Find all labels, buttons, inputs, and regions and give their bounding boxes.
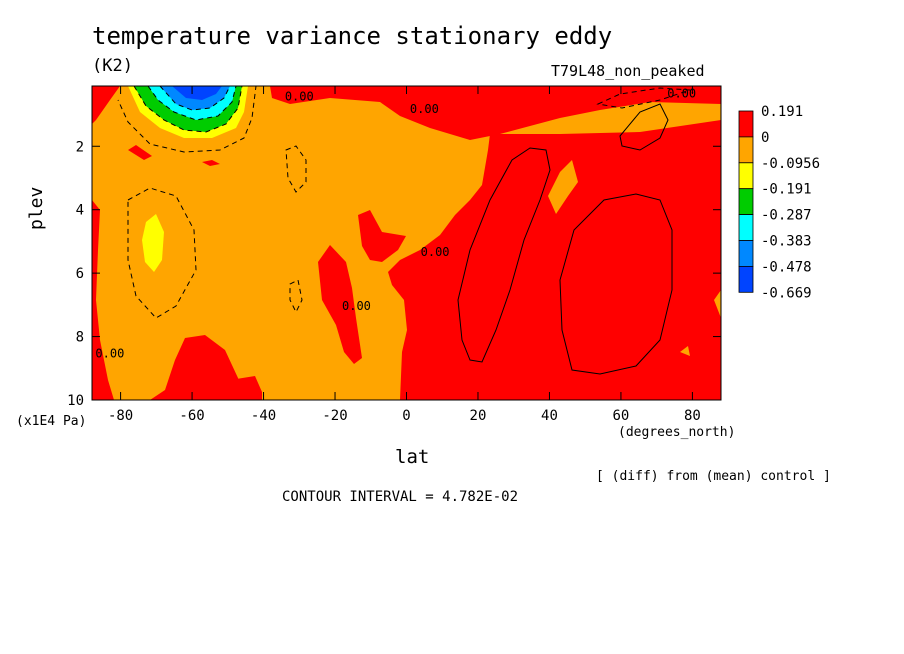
colorbar-swatch xyxy=(738,162,754,190)
x-axis-ticks: -80 -60 -40 -20 0 20 40 60 80 xyxy=(108,86,701,424)
contour-label: 0.00 xyxy=(421,245,450,259)
orange-patch-east xyxy=(548,160,578,214)
colorbar-swatch xyxy=(738,240,754,267)
colorbar: 0.191 0 -0.0956 -0.191 -0.287 -0.383 -0.478 -0.… xyxy=(738,104,820,301)
colorbar-level-label: -0.478 xyxy=(761,259,812,275)
red-region-main xyxy=(388,120,721,400)
red-region-mid-left xyxy=(200,376,262,400)
y-tick-label: 4 xyxy=(76,203,84,219)
colorbar-swatch xyxy=(738,188,754,215)
x-tick-label: 0 xyxy=(402,408,410,424)
x-tick-label: -40 xyxy=(251,408,276,424)
x-tick-label: 20 xyxy=(470,408,487,424)
red-blob-small-2 xyxy=(202,160,220,166)
chart-title: temperature variance stationary eddy xyxy=(92,22,613,50)
x-tick-label: -20 xyxy=(322,408,347,424)
y-tick-label: 10 xyxy=(67,393,84,409)
dashed-contour-35s xyxy=(289,279,303,314)
red-region-left xyxy=(92,200,114,400)
x-tick-label: -80 xyxy=(108,408,133,424)
contour-interval: CONTOUR INTERVAL = 4.782E-02 xyxy=(282,489,519,505)
y-tick-label: 2 xyxy=(76,139,84,155)
red-region-bottom-left xyxy=(150,335,246,400)
orange-patch-80n xyxy=(680,346,690,356)
y-tick-label: 8 xyxy=(76,330,84,346)
y-axis-units: (x1E4 Pa) xyxy=(16,414,87,429)
contour-label: 0.00 xyxy=(285,90,314,104)
colorbar-swatch xyxy=(738,214,754,241)
contour-line-east-3 xyxy=(619,103,669,151)
dashed-contour-ring xyxy=(117,86,257,153)
contour-label: 0.00 xyxy=(410,102,439,116)
yellow-region xyxy=(142,214,164,272)
colorbar-level-label: 0.191 xyxy=(761,104,803,120)
blue-core-top xyxy=(172,86,222,100)
orange-patch-right-edge xyxy=(714,290,721,318)
contour-label: 0.00 xyxy=(667,86,696,100)
contour-field: 0.00 0.00 0.00 0.00 0.00 0.00 xyxy=(92,86,721,400)
colorbar-level-label: 0 xyxy=(761,130,769,146)
colorbar-swatch xyxy=(738,265,754,293)
dashed-contour-west xyxy=(127,187,197,319)
x-tick-label: 40 xyxy=(541,408,558,424)
contour-labels: 0.00 0.00 0.00 0.00 0.00 0.00 xyxy=(95,86,696,360)
x-axis-units: (degrees_north) xyxy=(618,425,736,440)
run-label: T79L48_non_peaked xyxy=(551,62,705,80)
dashed-contour-30s xyxy=(285,145,307,193)
dashed-inner-2 xyxy=(147,86,237,121)
colorbar-level-label: -0.0956 xyxy=(761,156,820,172)
contour-line-east-2 xyxy=(559,193,673,375)
contour-label: 0.00 xyxy=(342,299,371,313)
dashed-inner-3 xyxy=(159,86,231,111)
colorbar-level-label: -0.383 xyxy=(761,234,812,250)
contour-line-east-1 xyxy=(457,147,551,363)
x-axis-label: lat xyxy=(395,446,430,468)
colorbar-swatch xyxy=(738,110,754,138)
y-axis-ticks: 2 4 6 8 10 xyxy=(67,139,721,409)
colorbar-level-label: -0.669 xyxy=(761,285,812,301)
colorbar-level-label: -0.191 xyxy=(761,182,812,198)
dashed-contour-top-ne xyxy=(596,87,691,109)
red-blob-small-1 xyxy=(128,145,152,160)
x-tick-label: 80 xyxy=(684,408,701,424)
y-tick-label: 6 xyxy=(76,266,84,282)
x-tick-label: 60 xyxy=(613,408,630,424)
red-region-lat-20 xyxy=(318,245,362,364)
chart-units: (K2) xyxy=(92,56,133,76)
red-region-top-left xyxy=(92,86,120,124)
x-tick-label: -60 xyxy=(179,408,204,424)
colorbar-level-label: -0.287 xyxy=(761,208,812,224)
contour-label: 0.00 xyxy=(95,346,124,360)
colorbar-swatch xyxy=(738,136,754,164)
dashed-inner-1 xyxy=(133,86,243,133)
diff-note: [ (diff) from (mean) control ] xyxy=(596,469,831,484)
red-region-lat-10 xyxy=(358,210,406,262)
